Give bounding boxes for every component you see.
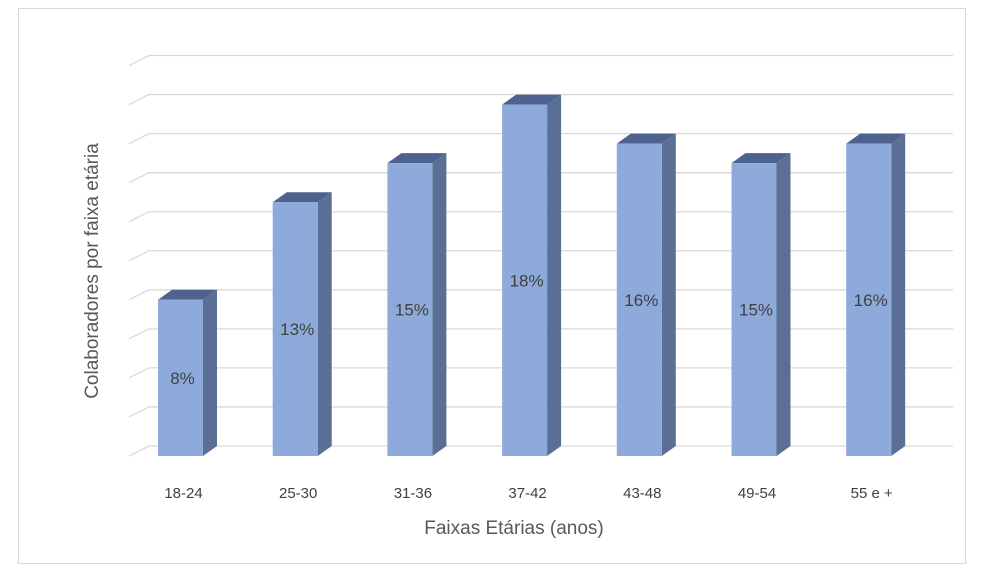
gridline bbox=[128, 445, 953, 457]
bar-top bbox=[846, 133, 906, 144]
data-label: 16% bbox=[624, 291, 658, 310]
x-tick-label: 37-42 bbox=[508, 485, 546, 502]
gridlines bbox=[128, 54, 953, 457]
data-label: 18% bbox=[510, 271, 544, 290]
gridline bbox=[128, 132, 953, 145]
data-label: 8% bbox=[170, 369, 195, 388]
gridline bbox=[128, 172, 953, 184]
x-tick-labels: 18-24 25-30 31-36 37-42 43-48 49-54 55 e + bbox=[164, 485, 893, 502]
gridline bbox=[128, 406, 953, 418]
gridline bbox=[128, 250, 953, 262]
bar-top bbox=[502, 94, 562, 105]
bar-top bbox=[272, 192, 332, 203]
bar bbox=[846, 143, 892, 456]
bar-side bbox=[432, 153, 447, 456]
x-tick-label: 49-54 bbox=[738, 485, 776, 502]
bar-chart: 8% 13% 15% 18% 16% 15% 16% 18-24 25-30 31-36 37-4… bbox=[82, 54, 953, 539]
bar bbox=[272, 202, 318, 456]
bar-top bbox=[158, 289, 217, 300]
gridline bbox=[128, 289, 953, 301]
bar bbox=[387, 163, 433, 456]
data-label: 15% bbox=[395, 301, 429, 320]
gridline bbox=[128, 367, 953, 379]
data-label: 15% bbox=[739, 301, 773, 320]
data-label: 16% bbox=[854, 291, 888, 310]
bar-top bbox=[387, 153, 447, 164]
x-tick-label: 55 e + bbox=[851, 485, 893, 502]
bar bbox=[731, 163, 777, 456]
bar-side bbox=[547, 94, 562, 457]
bar bbox=[616, 143, 662, 456]
bar-side bbox=[317, 192, 332, 456]
gridline bbox=[128, 93, 953, 106]
data-label: 13% bbox=[280, 320, 314, 339]
x-axis-title: Faixas Etárias (anos) bbox=[424, 518, 604, 539]
bar bbox=[158, 299, 203, 456]
gridline bbox=[128, 328, 953, 340]
bar-side bbox=[203, 289, 217, 456]
x-tick-label: 43-48 bbox=[623, 485, 661, 502]
gridline bbox=[128, 211, 953, 223]
y-axis-title: Colaboradores por faixa etária bbox=[82, 143, 103, 399]
bar-side bbox=[661, 133, 676, 456]
x-tick-label: 25-30 bbox=[279, 485, 317, 502]
x-tick-label: 18-24 bbox=[164, 485, 202, 502]
x-tick-label: 31-36 bbox=[394, 485, 432, 502]
bar-side bbox=[891, 133, 906, 456]
bar bbox=[502, 104, 548, 457]
bar-top bbox=[731, 153, 791, 164]
bar-side bbox=[776, 153, 791, 456]
gridline bbox=[128, 54, 953, 67]
bars: 8% 13% 15% 18% 16% 15% 16% bbox=[158, 94, 906, 457]
bar-top bbox=[616, 133, 676, 144]
chart-frame: 8% 13% 15% 18% 16% 15% 16% 18-24 25-30 31-36 37-4… bbox=[18, 8, 966, 564]
